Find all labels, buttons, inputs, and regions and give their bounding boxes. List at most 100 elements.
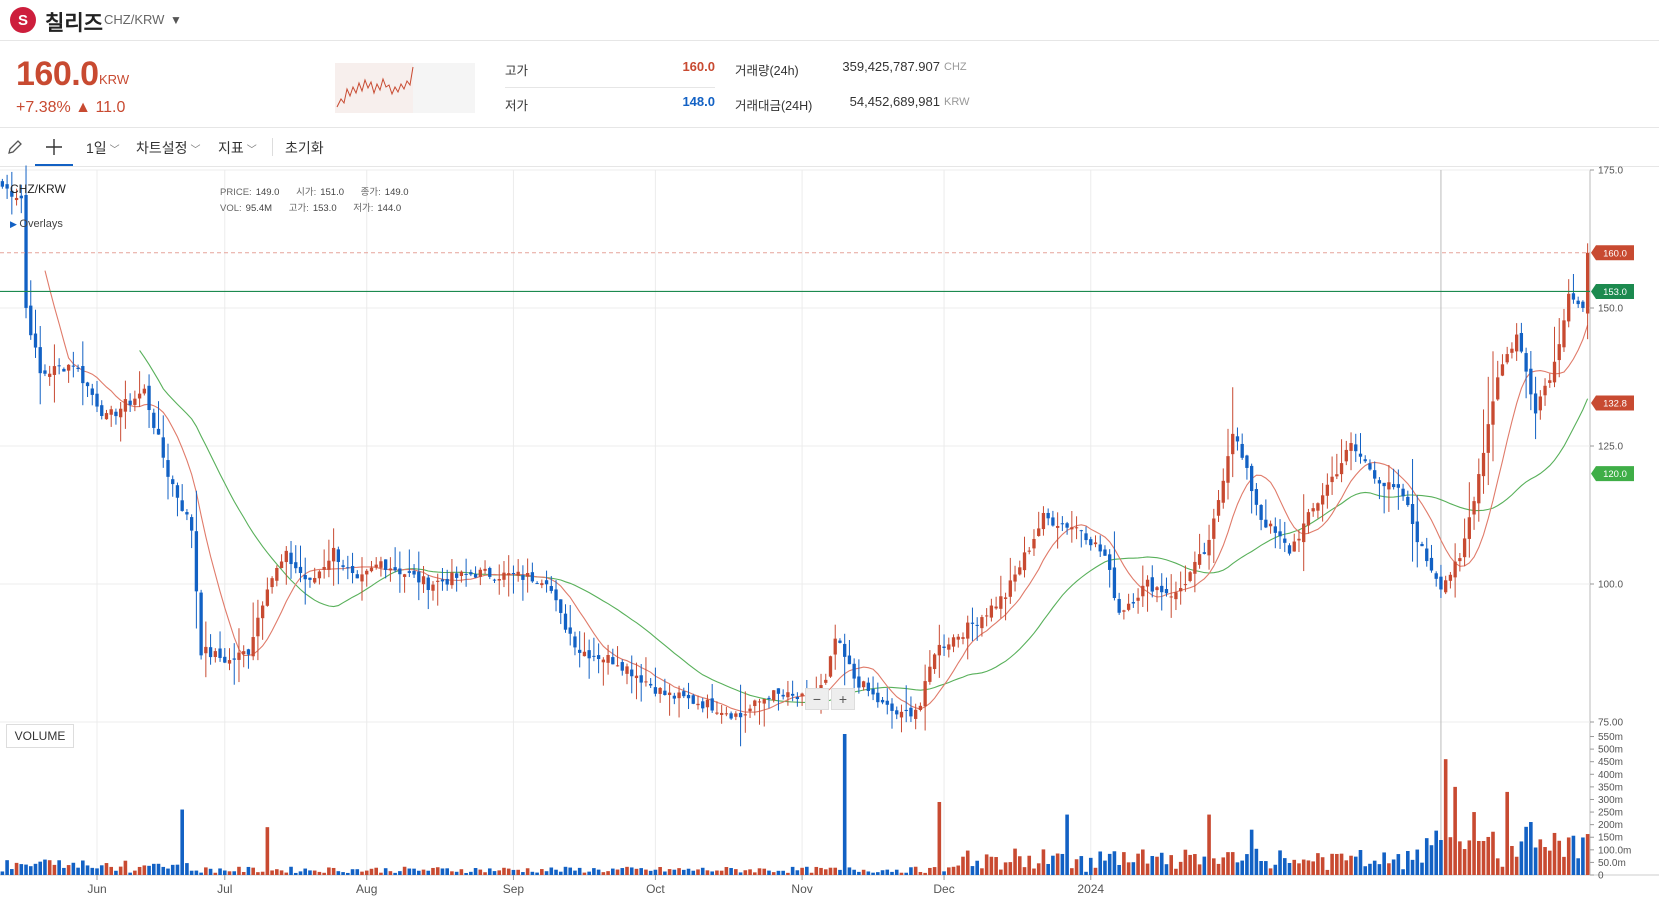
- candle: [213, 648, 217, 663]
- candle-body: [876, 692, 880, 703]
- volume-bar: [1093, 867, 1098, 875]
- volume-bar: [303, 868, 308, 875]
- candle-body: [587, 650, 591, 659]
- candle-body: [5, 184, 9, 189]
- candle: [843, 633, 847, 686]
- candle-body: [175, 485, 180, 498]
- candle-body: [866, 682, 871, 691]
- volume-bar: [1036, 863, 1041, 875]
- volume-bar: [298, 871, 303, 875]
- candle: [904, 685, 908, 723]
- volume-bar: [185, 863, 189, 875]
- volume-bar: [809, 872, 814, 875]
- candle-body: [1481, 452, 1486, 477]
- candle: [928, 650, 932, 685]
- candle: [1079, 529, 1083, 548]
- zoom-in-button[interactable]: +: [831, 688, 855, 710]
- candle: [914, 703, 918, 730]
- candle-body: [1278, 531, 1282, 537]
- candle: [1557, 318, 1561, 378]
- volume-bar: [833, 867, 838, 875]
- candle-body: [379, 561, 383, 568]
- candle: [1216, 489, 1221, 522]
- volume-bar: [312, 870, 317, 875]
- candle: [208, 634, 213, 665]
- candle: [384, 559, 388, 579]
- volume-bar: [823, 869, 828, 875]
- candle-body: [123, 399, 128, 412]
- candle: [251, 602, 255, 661]
- volume-bar: [1017, 856, 1022, 875]
- candle-body: [171, 479, 175, 485]
- zoom-out-button[interactable]: −: [805, 688, 829, 710]
- volume-bar: [473, 868, 478, 875]
- chevron-down-icon: ﹀: [190, 145, 201, 156]
- volume-bar: [629, 867, 634, 875]
- candle: [464, 558, 468, 587]
- candle-body: [1070, 527, 1074, 530]
- reset-button[interactable]: 초기화: [285, 140, 324, 156]
- candle: [1339, 439, 1344, 483]
- volume-bar: [123, 860, 128, 875]
- candle: [1519, 322, 1524, 354]
- candle: [1467, 482, 1471, 558]
- candle-body: [142, 388, 146, 394]
- candle: [298, 545, 303, 583]
- volume-bar: [573, 870, 577, 875]
- volume-bar: [1141, 849, 1145, 875]
- volume-bar: [364, 870, 369, 875]
- candle: [265, 577, 270, 607]
- candle-body: [606, 654, 610, 663]
- volume-bar: [1467, 840, 1472, 875]
- volume-bar: [341, 872, 345, 875]
- marker-badge: [1591, 245, 1634, 261]
- candle-body: [980, 617, 984, 629]
- crosshair-icon[interactable]: [44, 137, 64, 157]
- candle-body: [1207, 539, 1211, 556]
- ma-short-marker: 132.8: [1591, 395, 1634, 411]
- candle: [492, 578, 497, 584]
- candle: [1212, 508, 1216, 563]
- volume-bar: [33, 863, 38, 875]
- volume-bar: [989, 856, 994, 875]
- candle: [185, 509, 189, 521]
- volume-bar: [402, 866, 407, 875]
- volume-bar: [421, 869, 426, 875]
- candle: [1278, 519, 1282, 549]
- candle: [189, 514, 194, 549]
- candle-body: [653, 687, 658, 694]
- overlays-toggle[interactable]: ▶ Overlays: [10, 218, 63, 230]
- candle: [29, 280, 33, 340]
- indicators-dropdown[interactable]: 지표 ﹀: [218, 140, 257, 156]
- volume-bar: [194, 870, 199, 875]
- candle: [521, 565, 525, 601]
- interval-dropdown[interactable]: 1일 ﹀: [86, 140, 120, 156]
- volume-bar: [1301, 859, 1306, 875]
- coin-select-caret-icon[interactable]: ▼: [170, 13, 182, 27]
- volume-bar: [861, 869, 866, 875]
- volume-tick-label: 450m: [1598, 757, 1623, 768]
- volume-bar: [246, 866, 251, 875]
- volume-bar: [677, 868, 681, 875]
- play-triangle-icon: ▶: [10, 219, 20, 229]
- volume-bar: [1505, 791, 1509, 875]
- volume-bar: [1297, 863, 1301, 875]
- candle-body: [256, 617, 260, 637]
- candle: [232, 643, 236, 685]
- volume-bar: [1249, 829, 1254, 875]
- candle-body: [511, 573, 516, 575]
- chart-settings-dropdown[interactable]: 차트설정 ﹀: [136, 140, 201, 156]
- volume-bar: [592, 868, 596, 875]
- candle-body: [691, 695, 695, 704]
- volume-bar: [1420, 862, 1424, 875]
- volume-bar: [975, 860, 979, 875]
- chiliz-logo-icon: S: [10, 7, 36, 33]
- candle: [1358, 433, 1363, 464]
- candle-body: [1462, 538, 1467, 558]
- candle: [525, 558, 530, 593]
- candle: [535, 581, 539, 585]
- volume-bar: [577, 867, 582, 875]
- volume-bar: [663, 871, 667, 875]
- pencil-icon[interactable]: [6, 138, 24, 156]
